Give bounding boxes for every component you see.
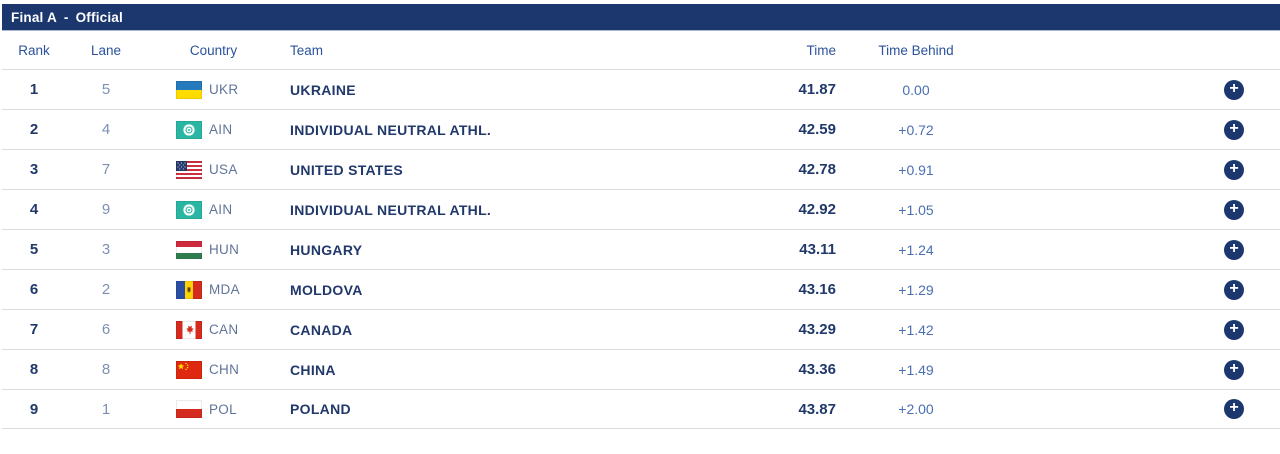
country-code: AIN: [209, 122, 233, 137]
rank-value: 6: [29, 281, 39, 298]
lane-value: 4: [101, 121, 111, 138]
lane-value: 7: [101, 161, 111, 178]
team-name: INDIVIDUAL NEUTRAL ATHL.: [290, 121, 492, 138]
lane-value: 8: [101, 361, 111, 378]
expand-row-button[interactable]: +: [1224, 119, 1244, 140]
expand-row-button[interactable]: +: [1224, 199, 1244, 220]
team-name: CANADA: [290, 321, 353, 338]
lane-value: 5: [101, 81, 111, 98]
column-header-time: Time: [806, 42, 837, 58]
column-header-lane: Lane: [90, 42, 122, 58]
expand-row-button[interactable]: +: [1224, 239, 1244, 260]
column-header-country: Country: [189, 42, 238, 58]
lane-value: 2: [101, 281, 111, 298]
time-value: 43.29: [798, 321, 836, 338]
result-row: 7 6 CAN CANADA 43.29 +1.42 +: [2, 309, 1280, 349]
flag-ain-icon: [176, 200, 202, 219]
result-row: 8 8 CHN CHINA 43.36 +1.49 +: [2, 349, 1280, 389]
time-behind-value: +0.91: [898, 161, 934, 178]
rank-value: 8: [29, 361, 39, 378]
time-value: 43.11: [799, 241, 836, 258]
country-code: UKR: [209, 82, 239, 97]
flag-usa-icon: [176, 160, 202, 179]
country-code: AIN: [209, 202, 233, 217]
time-value: 43.87: [798, 400, 836, 418]
expand-row-button[interactable]: +: [1224, 279, 1244, 300]
time-behind-value: +0.72: [898, 121, 934, 138]
time-behind-value: +1.24: [898, 241, 934, 258]
expand-row-button[interactable]: +: [1224, 159, 1244, 180]
time-behind-value: +1.05: [898, 201, 934, 218]
results-rows: 1 5 UKR UKRAINE 41.87 0.00 + 2 4 AIN IND…: [2, 69, 1280, 429]
team-name: MOLDOVA: [290, 281, 363, 298]
result-row: 6 2 MDA MOLDOVA 43.16 +1.29 +: [2, 269, 1280, 309]
rank-value: 5: [29, 241, 39, 258]
time-behind-value: +1.49: [898, 361, 934, 378]
title-separator: -: [63, 9, 69, 25]
team-name: POLAND: [290, 401, 351, 417]
expand-row-button[interactable]: +: [1224, 319, 1244, 340]
result-row: 2 4 AIN INDIVIDUAL NEUTRAL ATHL. 42.59 +…: [2, 109, 1280, 149]
result-row: 1 5 UKR UKRAINE 41.87 0.00 +: [2, 69, 1280, 109]
team-name: INDIVIDUAL NEUTRAL ATHL.: [290, 201, 492, 218]
time-behind-value: +1.29: [898, 281, 934, 298]
team-name: UKRAINE: [290, 81, 356, 98]
expand-row-button[interactable]: +: [1224, 359, 1244, 380]
time-value: 43.36: [798, 361, 836, 378]
flag-mda-icon: [176, 280, 202, 299]
time-value: 41.87: [798, 81, 836, 98]
country-code: HUN: [209, 242, 240, 257]
lane-value: 3: [101, 241, 111, 258]
lane-value: 1: [101, 400, 111, 418]
race-phase-label: Final A: [11, 9, 57, 25]
result-status-label: Official: [75, 9, 123, 25]
expand-row-button[interactable]: +: [1224, 399, 1244, 419]
rank-value: 9: [29, 400, 39, 418]
lane-value: 6: [101, 321, 111, 338]
result-row: 4 9 AIN INDIVIDUAL NEUTRAL ATHL. 42.92 +…: [2, 189, 1280, 229]
result-row: 5 3 HUN HUNGARY 43.11 +1.24 +: [2, 229, 1280, 269]
flag-pol-icon: [176, 400, 202, 418]
time-behind-value: +2.00: [898, 401, 934, 417]
team-name: CHINA: [290, 361, 336, 378]
rank-value: 2: [29, 121, 39, 138]
column-header-rank: Rank: [18, 42, 50, 58]
time-value: 42.78: [798, 161, 836, 178]
flag-ain-icon: [176, 120, 202, 139]
time-value: 42.92: [798, 201, 836, 218]
rank-value: 7: [29, 321, 39, 338]
expand-row-button[interactable]: +: [1224, 79, 1244, 100]
time-value: 43.16: [798, 281, 836, 298]
country-code: MDA: [209, 282, 240, 297]
time-value: 42.59: [798, 121, 836, 138]
table-header-row: Rank Lane Country Team Time Time Behind: [2, 31, 1280, 69]
country-code: POL: [209, 401, 237, 417]
flag-ukr-icon: [176, 80, 202, 99]
rank-value: 4: [29, 201, 39, 218]
rank-value: 1: [29, 81, 39, 98]
flag-chn-icon: [176, 360, 202, 379]
flag-can-icon: [176, 320, 202, 339]
country-code: CHN: [209, 362, 240, 377]
results-panel: Final A - Official Rank Lane Country Tea…: [0, 4, 1280, 429]
team-name: UNITED STATES: [290, 161, 404, 178]
country-code: USA: [209, 162, 238, 177]
race-title-bar: Final A - Official: [2, 4, 1280, 31]
rank-value: 3: [29, 161, 39, 178]
team-name: HUNGARY: [290, 241, 363, 258]
column-header-team: Team: [290, 42, 324, 58]
column-header-time-behind: Time Behind: [878, 42, 954, 58]
result-row: 3 7 USA UNITED STATES 42.78 +0.91 +: [2, 149, 1280, 189]
lane-value: 9: [101, 201, 111, 218]
flag-hun-icon: [176, 240, 202, 259]
time-behind-value: 0.00: [902, 81, 930, 98]
country-code: CAN: [209, 322, 239, 337]
result-row: 9 1 POL POLAND 43.87 +2.00 +: [2, 389, 1280, 429]
time-behind-value: +1.42: [898, 321, 934, 338]
